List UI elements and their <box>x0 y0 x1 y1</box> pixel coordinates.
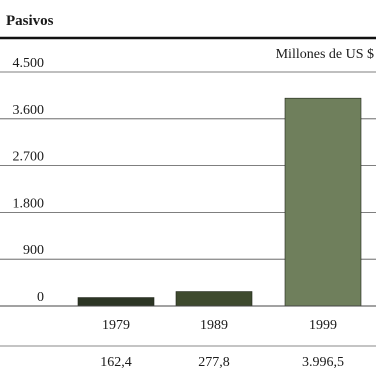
y-tick-label: 3.600 <box>13 103 45 118</box>
y-tick-label: 1.800 <box>13 196 45 211</box>
y-tick-label: 4.500 <box>13 56 45 71</box>
data-label: 162,4 <box>100 355 132 370</box>
y-tick-label: 900 <box>23 243 44 258</box>
value-labels: 162,4 277,8 3.996,5 <box>100 355 344 370</box>
y-axis-ticks: 0 900 1.800 2.700 3.600 4.500 <box>13 56 45 305</box>
x-axis-labels: 1979 1989 1999 <box>102 318 337 333</box>
bar-1979 <box>77 297 155 307</box>
data-label: 277,8 <box>198 355 230 370</box>
chart-title: Pasivos <box>6 13 54 29</box>
data-label: 3.996,5 <box>302 355 344 370</box>
x-tick-label: 1979 <box>102 318 130 333</box>
bar-1999 <box>284 97 362 307</box>
bars <box>77 97 362 307</box>
bar-1989 <box>175 291 253 307</box>
y-tick-label: 0 <box>37 290 44 305</box>
unit-label: Millones de US $ <box>276 47 374 62</box>
x-tick-label: 1989 <box>200 318 228 333</box>
x-tick-label: 1999 <box>309 318 337 333</box>
y-tick-label: 2.700 <box>13 150 45 165</box>
